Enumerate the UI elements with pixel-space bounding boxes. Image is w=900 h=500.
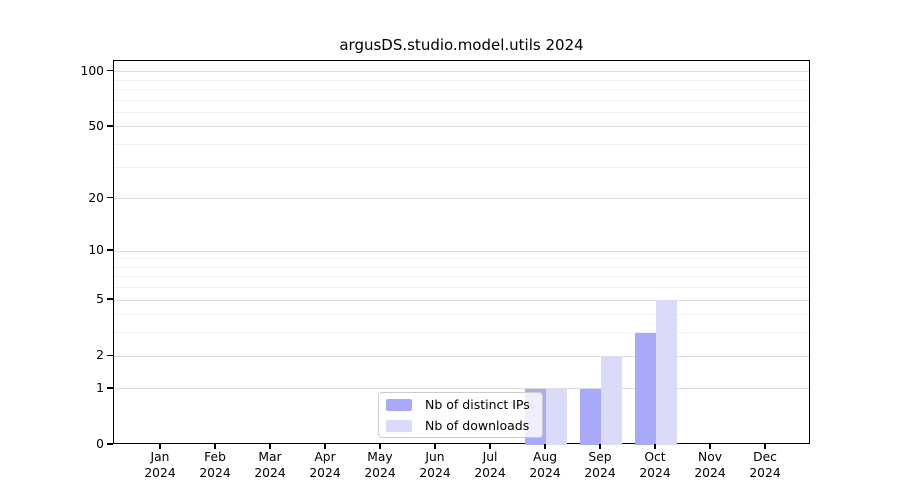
minor-gridline xyxy=(114,276,809,278)
x-tick-label: Jan 2024 xyxy=(130,450,190,481)
y-tick-mark xyxy=(107,197,113,199)
x-tick-mark xyxy=(654,444,656,449)
x-tick-mark xyxy=(544,444,546,449)
y-tick-label: 1 xyxy=(96,380,104,395)
minor-gridline xyxy=(114,144,809,146)
major-gridline xyxy=(114,198,809,200)
major-gridline xyxy=(114,250,809,252)
y-tick-mark xyxy=(107,387,113,389)
major-gridline xyxy=(114,355,809,357)
y-tick-label: 0 xyxy=(96,437,104,451)
x-tick-mark xyxy=(599,444,601,449)
x-tick-label: May 2024 xyxy=(350,450,410,481)
y-tick-label: 10 xyxy=(88,243,104,257)
x-tick-label: Nov 2024 xyxy=(680,450,740,481)
minor-gridline xyxy=(114,88,809,90)
bar-distinct-ips xyxy=(635,332,656,445)
x-tick-month: Sep xyxy=(588,450,612,464)
plot-area xyxy=(113,60,810,445)
minor-gridline xyxy=(114,314,809,316)
y-tick-mark xyxy=(107,354,113,356)
bar-downloads xyxy=(656,300,677,445)
x-tick-month: Nov xyxy=(698,450,722,464)
x-tick-year: 2024 xyxy=(584,465,616,480)
major-gridline xyxy=(114,388,809,390)
x-tick-month: Oct xyxy=(644,450,666,464)
x-tick-month: Jan xyxy=(150,450,170,464)
minor-gridline xyxy=(114,258,809,260)
x-tick-month: May xyxy=(367,450,393,464)
chart-title: argusDS.studio.model.utils 2024 xyxy=(339,36,584,54)
minor-gridline xyxy=(114,99,809,101)
x-tick-mark xyxy=(269,444,271,449)
legend: Nb of distinct IPs Nb of downloads xyxy=(378,392,543,438)
minor-gridline xyxy=(114,166,809,168)
x-tick-year: 2024 xyxy=(474,465,506,480)
x-tick-label: Aug 2024 xyxy=(515,450,575,481)
x-tick-mark xyxy=(379,444,381,449)
minor-gridline xyxy=(114,111,809,113)
x-tick-year: 2024 xyxy=(364,465,396,480)
x-tick-label: Jun 2024 xyxy=(405,450,465,481)
legend-label: Nb of downloads xyxy=(425,418,530,433)
bar-downloads xyxy=(546,388,567,445)
x-tick-mark xyxy=(709,444,711,449)
y-tick-mark xyxy=(107,298,113,300)
downloads-swatch-icon xyxy=(386,419,412,432)
x-tick-year: 2024 xyxy=(254,465,286,480)
major-gridline xyxy=(114,71,809,73)
x-tick-label: Jul 2024 xyxy=(460,450,520,481)
x-tick-month: Jun xyxy=(425,450,445,464)
major-gridline xyxy=(114,126,809,128)
x-tick-label: Sep 2024 xyxy=(570,450,630,481)
x-tick-month: Feb xyxy=(204,450,226,464)
x-tick-label: Mar 2024 xyxy=(240,450,300,481)
y-tick-label: 5 xyxy=(96,292,104,307)
x-tick-month: Apr xyxy=(314,450,336,464)
legend-item-distinct-ips: Nb of distinct IPs xyxy=(386,395,542,414)
x-tick-year: 2024 xyxy=(749,465,781,480)
x-tick-year: 2024 xyxy=(199,465,231,480)
x-tick-mark xyxy=(159,444,161,449)
y-tick-mark xyxy=(107,125,113,127)
x-tick-month: Dec xyxy=(753,450,777,464)
x-tick-year: 2024 xyxy=(419,465,451,480)
x-tick-year: 2024 xyxy=(529,465,561,480)
y-tick-label: 20 xyxy=(88,190,104,205)
y-tick-mark xyxy=(107,70,113,72)
minor-gridline xyxy=(114,79,809,81)
y-tick-label: 2 xyxy=(96,348,104,363)
x-tick-label: Oct 2024 xyxy=(625,450,685,481)
legend-item-downloads: Nb of downloads xyxy=(386,416,542,435)
x-tick-year: 2024 xyxy=(694,465,726,480)
x-tick-label: Feb 2024 xyxy=(185,450,245,481)
distinct-ips-swatch-icon xyxy=(386,398,412,411)
legend-label: Nb of distinct IPs xyxy=(425,397,530,412)
x-tick-label: Apr 2024 xyxy=(295,450,355,481)
minor-gridline xyxy=(114,287,809,289)
x-tick-year: 2024 xyxy=(144,465,176,480)
y-tick-label: 100 xyxy=(80,63,104,78)
bar-downloads xyxy=(601,356,622,445)
x-tick-mark xyxy=(434,444,436,449)
x-tick-year: 2024 xyxy=(309,465,341,480)
x-tick-mark xyxy=(214,444,216,449)
x-tick-month: Aug xyxy=(532,450,557,464)
x-tick-mark xyxy=(489,444,491,449)
x-tick-year: 2024 xyxy=(639,465,671,480)
x-tick-month: Mar xyxy=(258,450,282,464)
x-tick-mark xyxy=(764,444,766,449)
bar-distinct-ips xyxy=(580,388,601,445)
y-tick-mark xyxy=(107,249,113,251)
x-tick-mark xyxy=(324,444,326,449)
x-tick-label: Dec 2024 xyxy=(735,450,795,481)
y-tick-label: 50 xyxy=(88,118,104,133)
minor-gridline xyxy=(114,266,809,268)
x-tick-month: Jul xyxy=(482,450,498,464)
y-tick-mark xyxy=(107,443,113,445)
major-gridline xyxy=(114,299,809,301)
minor-gridline xyxy=(114,332,809,334)
